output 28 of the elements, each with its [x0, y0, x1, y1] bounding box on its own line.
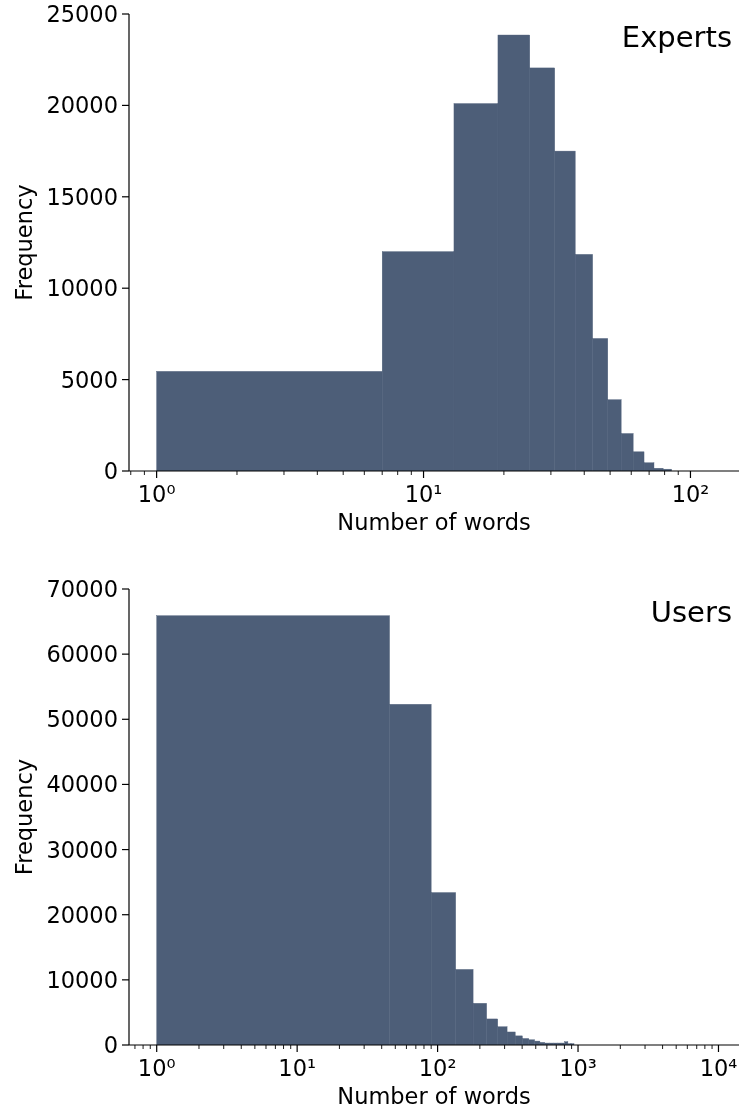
x-tick-label: 10¹	[278, 1055, 316, 1081]
x-tick-label: 10⁰	[137, 1055, 176, 1081]
y-tick-label: 40000	[46, 771, 118, 798]
x-tick-label: 10¹	[404, 481, 443, 507]
x-tick-label: 10⁴	[699, 1055, 738, 1081]
y-axis-title: Frequency	[10, 184, 37, 301]
y-tick-label: 20000	[46, 92, 118, 119]
x-axis-title: Number of words	[337, 509, 531, 535]
y-tick-label: 5000	[60, 366, 118, 393]
x-tick-label: 10³	[559, 1055, 597, 1081]
x-tick-label: 10²	[671, 481, 710, 507]
x-tick-label: 10⁰	[137, 481, 176, 507]
x-tick-label: 10²	[418, 1055, 457, 1081]
y-tick-label: 0	[103, 457, 118, 484]
annotation: Users	[650, 595, 732, 629]
y-tick-label: 0	[103, 1031, 118, 1058]
x-axis-title: Number of words	[337, 1083, 531, 1108]
y-axis-title: Frequency	[10, 758, 37, 876]
y-tick-label: 10000	[46, 275, 118, 302]
y-tick-label: 60000	[46, 641, 118, 668]
y-tick-label: 15000	[46, 183, 118, 210]
y-tick-label: 20000	[46, 901, 118, 928]
annotation: Experts	[621, 20, 732, 54]
y-tick-label: 25000	[46, 0, 118, 27]
y-tick-label: 30000	[46, 836, 118, 863]
y-tick-label: 50000	[46, 706, 118, 733]
y-tick-label: 70000	[46, 575, 118, 602]
y-tick-label: 10000	[46, 966, 118, 993]
